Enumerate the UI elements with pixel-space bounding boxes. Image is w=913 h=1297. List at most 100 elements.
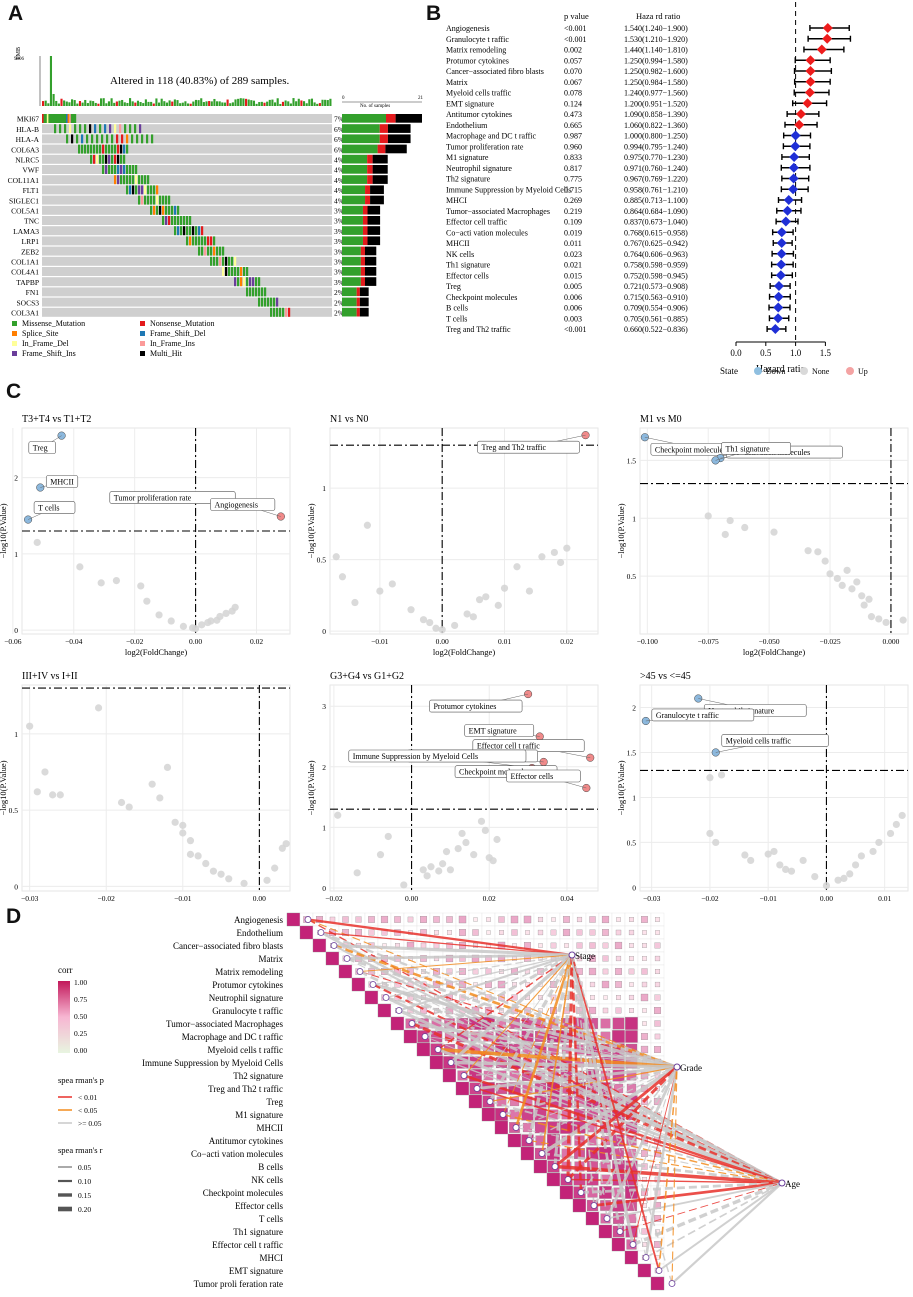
volcano-point	[838, 581, 846, 589]
sample-bar-multihit	[372, 154, 388, 164]
volcano-point	[563, 544, 571, 552]
row-label: Checkpoint molecules	[446, 293, 517, 302]
legend-label: Frame_Shift_Ins	[22, 349, 76, 358]
x-axis-label: log2(FoldChange)	[743, 904, 805, 905]
hr-diamond	[776, 238, 787, 248]
tmb-bar	[310, 98, 314, 106]
gene-percent: 3%	[334, 237, 344, 246]
x-tick-label: 0.00	[253, 894, 266, 903]
y-tick-label: 2	[14, 474, 18, 483]
volcano-point	[419, 616, 428, 624]
volcano-point	[770, 847, 778, 856]
gene-label: COL4A1	[11, 268, 39, 277]
y-axis-label: −log10(P.Value)	[616, 503, 626, 558]
mutation-cell	[102, 154, 105, 164]
tmb-bar	[187, 103, 190, 106]
row-label: NK cells	[251, 1175, 283, 1185]
row-label: Macrophage and DC t raffic	[182, 1032, 283, 1042]
matrix-cell	[628, 929, 635, 936]
tmb-bar	[92, 101, 95, 106]
mutation-cell	[119, 124, 122, 134]
volcano-point	[167, 617, 175, 625]
x-axis-label: log2(FoldChange)	[125, 647, 187, 657]
matrix-cell	[629, 956, 634, 961]
x-tick-label: −0.03	[643, 894, 661, 903]
volcano-point	[438, 626, 446, 634]
volcano-point	[423, 872, 431, 880]
mutation-cell	[70, 114, 73, 123]
row-label: MHCI	[446, 196, 467, 205]
tmb-bar	[97, 103, 100, 106]
y-tick-label: 0	[14, 626, 18, 635]
mutation-cell	[234, 267, 237, 276]
correlation-link	[632, 1181, 783, 1247]
hr-diamond	[789, 152, 800, 162]
tmb-bar	[181, 102, 184, 106]
row-label: Granulocyte t raffic	[446, 35, 509, 44]
mutation-cell	[69, 124, 72, 134]
mutation-cell	[189, 236, 192, 246]
correlation-link	[502, 1065, 678, 1116]
mutation-cell	[156, 185, 159, 195]
matrix-cell	[407, 916, 414, 923]
matrix-cell	[538, 943, 543, 948]
tmb-bar	[89, 100, 92, 106]
hr-diamond	[802, 98, 813, 109]
volcano-point	[886, 829, 895, 838]
matrix-cell	[576, 942, 583, 949]
matrix-cell	[629, 982, 634, 987]
volcano-point	[194, 852, 202, 860]
target-label: Grade	[680, 1063, 702, 1073]
hr-diamond	[773, 313, 784, 324]
gene-percent: 3%	[334, 258, 344, 267]
matrix-cell	[559, 1185, 574, 1200]
volcano-point	[741, 851, 749, 859]
mutation-cell	[126, 165, 129, 174]
mutation-cell	[216, 246, 219, 256]
forest-plot-panel: p value Haza rd ratio Angiogenesis <0.001 1.…	[446, 2, 868, 376]
x-axis-label: log2(FoldChange)	[433, 904, 495, 905]
panel-c-label: C	[6, 380, 22, 403]
volcano-point	[454, 844, 462, 853]
y-tick-label: 2	[322, 763, 326, 772]
sample-bar-nonsense	[367, 165, 373, 174]
panel-d-label: D	[6, 905, 22, 928]
mutation-cell	[177, 226, 180, 236]
correlation-link	[346, 957, 678, 1069]
tmb-bar	[324, 99, 327, 106]
mutation-cell	[117, 154, 120, 164]
variable-node	[317, 929, 325, 936]
corr-tick-label: 0.25	[74, 1029, 87, 1038]
matrix-cell	[624, 1250, 639, 1265]
mutation-cell	[270, 307, 273, 317]
gene-label: MKI67	[17, 115, 39, 124]
row-label: Co−acti vation molecules	[191, 1149, 284, 1159]
mutation-cell	[54, 114, 57, 123]
sample-bar-nonsense	[360, 277, 365, 286]
legend-label: Frame_Shift_Del	[150, 329, 206, 338]
volcano-point	[363, 521, 371, 529]
gene-label: HLA-A	[16, 135, 40, 144]
matrix-cell	[589, 916, 596, 923]
row-label: Neutrophil signature	[209, 993, 283, 1003]
legend-label: Splice_Site	[22, 329, 59, 338]
row-pvalue: 0.078	[564, 89, 582, 98]
mutation-cell	[264, 287, 267, 297]
corr-tick-label: 1.00	[74, 978, 87, 987]
correlation-link	[476, 1087, 783, 1184]
state-legend-title: State	[720, 366, 738, 376]
sample-bar-multihit	[367, 236, 381, 246]
sample-bar-nonsense	[362, 236, 368, 246]
point-label: Granulocyte t raffic	[656, 711, 719, 720]
matrix-cell	[525, 930, 530, 935]
mutation-cell	[165, 216, 168, 225]
mutation-cell	[120, 175, 123, 185]
mutation-cell	[86, 134, 89, 144]
volcano-point	[179, 821, 187, 829]
oncoplot-row	[42, 134, 332, 144]
mutation-cell	[237, 277, 240, 287]
matrix-cell	[603, 995, 608, 1000]
mutation-cell	[183, 226, 186, 236]
mutation-cell	[50, 114, 53, 123]
mutation-cell	[126, 185, 129, 195]
